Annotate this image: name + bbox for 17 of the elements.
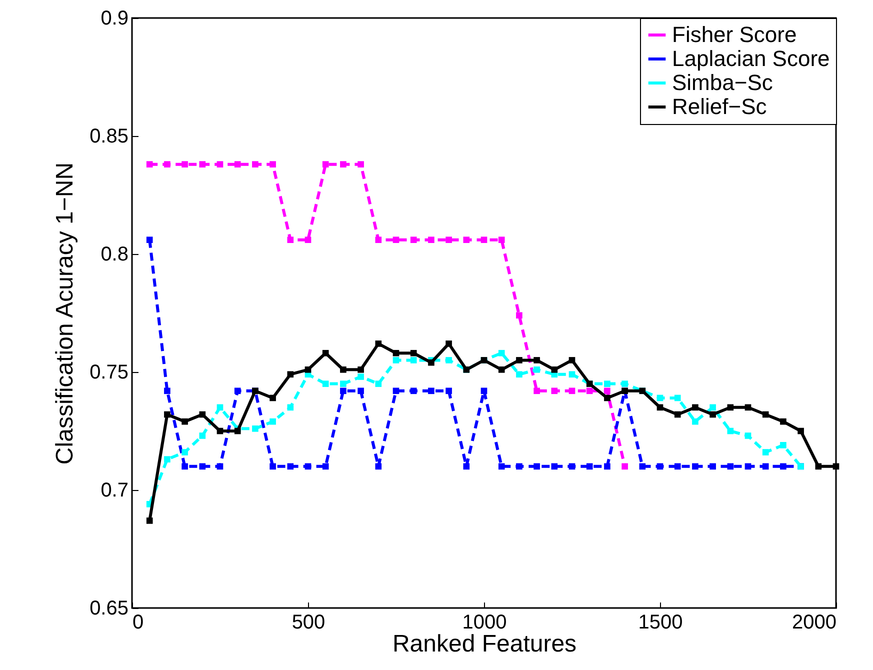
x-axis-title: Ranked Features [392,630,577,658]
y-tick-label: 0.85 [90,126,128,148]
y-tick-label: 0.65 [90,598,128,620]
x-tick-label: 500 [292,612,326,634]
legend-label: Fisher Score [672,22,797,47]
x-tick-label: 0 [132,612,144,634]
legend-label: Simba−Sc [672,70,773,95]
y-tick-label: 0.75 [90,362,128,384]
x-tick-label: 2000 [792,612,836,634]
y-tick-label: 0.9 [100,8,128,30]
y-axis-title: Classification Acuracy 1−NN [52,162,79,465]
x-tick-label: 1000 [462,612,507,634]
legend-label: Relief−Sc [672,94,767,119]
y-tick-label: 0.8 [100,244,128,266]
legend-label: Laplacian Score [672,46,830,71]
y-tick-label: 0.7 [100,480,128,502]
x-tick-label: 1500 [638,612,683,634]
